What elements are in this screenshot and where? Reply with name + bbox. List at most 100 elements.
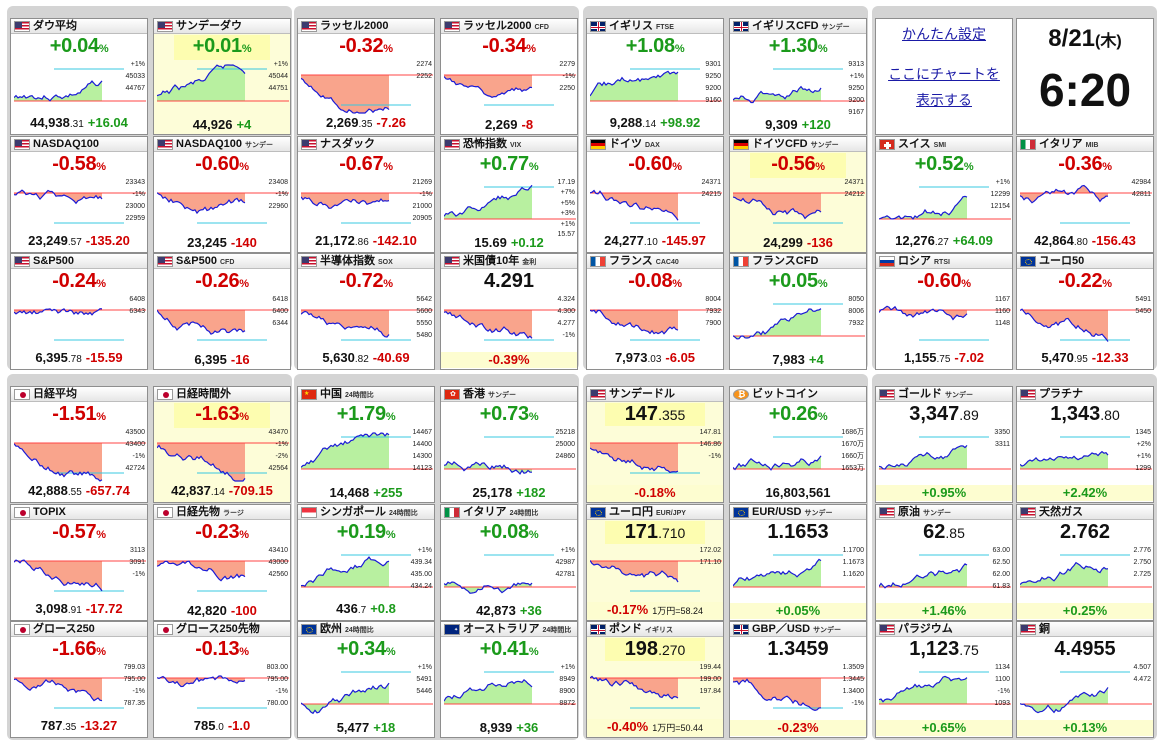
tile-footer: +1.46% (876, 603, 1012, 619)
price-line (879, 444, 968, 470)
change-value: +1.79 (336, 403, 386, 425)
change-value: -0.60 (628, 153, 673, 175)
axis-label: -2% (275, 453, 288, 460)
market-tile[interactable]: ドイツ DAX 24371 24215 -0.60% 24,277.10 -145.97 (586, 136, 724, 253)
price-decimal: .75 (936, 354, 951, 365)
price-decimal: .0 (215, 722, 224, 733)
price-change: +120 (801, 117, 831, 132)
chart-area (590, 71, 678, 101)
market-tile[interactable]: ロシア RTSI 1167 1160 1148 -0.60% 1,155.75 -7.02 (875, 253, 1013, 370)
axis-label: 1299 (1135, 465, 1151, 472)
price-decimal: .91 (67, 605, 82, 616)
market-tile[interactable]: ★ 中国 24時間比 14467 14400 14300 14123 +1.79% 14,468… (297, 386, 435, 503)
market-tile[interactable]: スイス SMI +1% 12299 12154 +0.52% 12,276.27 +64.09 (875, 136, 1013, 253)
market-tile[interactable]: 日経平均 43500 43400 -1% 42724 -1.51% 42,888.55 -65… (10, 386, 148, 503)
tile-name: ラッセル2000 (320, 20, 389, 32)
axis-label: +3% (560, 210, 575, 218)
market-tile[interactable]: S&P500 CFD 6418 6400 6344 -0.26% 6,395 -16 (153, 253, 291, 370)
market-tile[interactable]: グロース250先物 803.00 795.00 -1% 780.00 -0.13% 785.… (153, 621, 291, 738)
axis-label: -1% (562, 73, 575, 80)
tile-header: ユーロ50 (1017, 254, 1153, 269)
market-tile[interactable]: NASDAQ100 23343 -1% 23000 22959 -0.58% 23,249.… (10, 136, 148, 253)
market-tile[interactable]: ₿ ビットコイン 1686万 1670万 1660万 1653万 +0.26% 16,803,… (729, 386, 867, 503)
change-value: -0.60 (195, 153, 240, 175)
market-tile[interactable]: ラッセル2000 CFD 2279 -1% 2250 -0.34% 2,269 -8 (440, 18, 578, 135)
market-tile[interactable]: グロース250 799.03 795.00 -1% 787.35 -1.66% 787.35… (10, 621, 148, 738)
market-tile[interactable]: イギリスCFD サンデー 9313 +1% 9250 9200 9167 +1.30% 9,30… (729, 18, 867, 135)
axis-label: 1.1700 (842, 547, 864, 554)
market-tile[interactable]: ユーロ円 EUR/JPY 172.02 171.10 171.710 -0.17% 1万円=… (586, 504, 724, 621)
price-line (157, 675, 246, 688)
easy-settings-link[interactable]: かんたん設定 (902, 26, 986, 42)
market-tile[interactable]: GBP／USD サンデー 1.3509 1.3445 1.3400 -1% 1.3459 -0… (729, 621, 867, 738)
price-change: -7.02 (954, 350, 985, 365)
current-price: 9,288 (609, 115, 643, 130)
market-tile[interactable]: ドイツCFD サンデー 24371 24212 -0.56% 24,299 -136 (729, 136, 867, 253)
axis-label: +1% (560, 547, 575, 554)
market-tile[interactable]: 欧州 24時間比 +1% 5491 5446 +0.34% 5,477 +18 (297, 621, 435, 738)
market-tile[interactable]: サンデードル 147.81 146.86 -1% 147.355 -0.18% (586, 386, 724, 503)
axis-label: 17.19 (557, 179, 575, 186)
market-tile[interactable]: TOPIX 3113 3091 -1% -0.57% 3,098.91 -17.72 (10, 504, 148, 621)
market-tile[interactable]: ナスダック 21269 -1% 21000 20905 -0.67% 21,172.86 -1… (297, 136, 435, 253)
axis-label: 147.81 (699, 429, 721, 436)
sparkline-chart (14, 442, 146, 482)
market-tile[interactable]: ダウ平均 +1% 45033 44767 +0.04% 44,938.31 +16.04 (10, 18, 148, 135)
market-tile[interactable]: フランスCFD 8050 8006 7932 +0.05% 7,983 +4 (729, 253, 867, 370)
axis-label: 6418 (272, 296, 288, 303)
price-value: 1.1653 (767, 521, 829, 543)
flag-icon (590, 389, 606, 400)
market-tile[interactable]: 半導体指数 SOX 5642 5600 5550 5480 -0.72% 5,630.82 -4… (297, 253, 435, 370)
axis-label: 5550 (416, 320, 432, 327)
market-tile[interactable]: サンデーダウ +1% 45044 44751 +0.01% 44,926 +4 (153, 18, 291, 135)
axis-label: -1% (132, 571, 145, 578)
tile-subtitle: 24時間比 (509, 510, 539, 517)
tile-footer: 15.69 +0.12 (441, 235, 577, 251)
price-change: -6.05 (665, 350, 696, 365)
market-tile[interactable]: 銅 4.507 4.472 4.4955 +0.13% (1016, 621, 1154, 738)
market-tile[interactable]: フランス CAC40 8004 7932 7900 -0.08% 7,973.03 -6.05 (586, 253, 724, 370)
show-chart-link[interactable]: ここにチャートを (888, 66, 1000, 82)
current-price: 23,245 (187, 235, 227, 250)
market-tile[interactable]: ゴールド サンデー 3350 3311 3,347.89 +0.95% (875, 386, 1013, 503)
axis-label: 3091 (129, 559, 145, 566)
market-tile[interactable]: EUR/USD サンデー 1.1700 1.1673 1.1620 1.1653 +0.05… (729, 504, 867, 621)
current-price: 1,123.75 (876, 638, 1012, 661)
market-tile[interactable]: ✿ 香港 サンデー 25218 25000 24860 +0.73% 25,178 +182 (440, 386, 578, 503)
market-tile[interactable]: S&P500 6408 6343 -0.24% 6,395.78 -15.59 (10, 253, 148, 370)
tile-name: 恐怖指数 VIX (463, 138, 522, 150)
market-tile[interactable]: イギリス FTSE 9301 9250 9200 9160 +1.08% 9,288.14 +9… (586, 18, 724, 135)
change-percent: +0.05% (775, 603, 821, 618)
market-tile[interactable]: 天然ガス 2.776 2.750 2.725 2.762 +0.25% (1016, 504, 1154, 621)
market-tile[interactable]: 原油 サンデー 63.00 62.50 62.00 61.83 62.85 +1.46% (875, 504, 1013, 621)
tile-subtitle: サンデー (923, 510, 951, 517)
market-tile[interactable]: ラッセル2000 2274 2252 -0.32% 2,269.35 -7.26 (297, 18, 435, 135)
market-tile[interactable]: イタリア MIB 42984 42811 -0.36% 42,864.80 -156.43 (1016, 136, 1154, 253)
market-tile[interactable]: 米国債10年 金利 4.324 4.300 4.277 -1% 4.291 -0.39% (440, 253, 578, 370)
market-tile[interactable]: 日経先物 ラージ 43410 43000 42560 -0.23% 42,820 -100 (153, 504, 291, 621)
market-tile[interactable]: プラチナ 1345 +2% +1% 1299 1,343.80 +2.42% (1016, 386, 1154, 503)
axis-label: 6400 (272, 308, 288, 315)
price-line (590, 675, 679, 700)
tile-name: S&P500 CFD (176, 255, 235, 267)
flag-icon (301, 507, 317, 518)
market-tile[interactable]: ポンド イギリス 199.44 199.00 197.84 198.270 -0.40% 1万… (586, 621, 724, 738)
market-tile[interactable]: ✦ オーストラリア 24時間比 +1% 8949 8900 8872 +0.41% 8,939 +… (440, 621, 578, 738)
show-chart-link-2[interactable]: 表示する (916, 92, 972, 108)
price-value: 1,123 (909, 638, 960, 660)
market-tile[interactable]: シンガポール 24時間比 +1% 439.34 435.00 434.24 +0.19% 43… (297, 504, 435, 621)
market-tile[interactable]: 日経時間外 43470 -1% -2% 42564 -1.63% 42,837.14 -709… (153, 386, 291, 503)
market-tile[interactable]: イタリア 24時間比 +1% 42987 42781 +0.08% 42,873 +36 (440, 504, 578, 621)
axis-label: -1% (851, 700, 864, 707)
tile-footer: +0.65% (876, 720, 1012, 736)
tile-subtitle: サンデー (821, 24, 850, 31)
current-price: 42,820 (187, 603, 227, 618)
tile-footer: 7,983 +4 (730, 352, 866, 368)
market-tile[interactable]: ユーロ50 5491 5450 -0.22% 5,470.95 -12.33 (1016, 253, 1154, 370)
yen-conversion: 1万円=50.44 (652, 723, 703, 733)
current-price: 21,172 (315, 233, 355, 248)
market-tile[interactable]: パラジウム 1134 1100 -1% 1093 1,123.75 +0.65% (875, 621, 1013, 738)
market-tile[interactable]: NASDAQ100 サンデー 23408 -1% 22960 -0.60% 23,245 -1… (153, 136, 291, 253)
axis-label: 1100 (994, 676, 1010, 683)
market-tile[interactable]: 恐怖指数 VIX 17.19 +7% +5% +3% +1% 15.57 +0.77% 15.69… (440, 136, 578, 253)
